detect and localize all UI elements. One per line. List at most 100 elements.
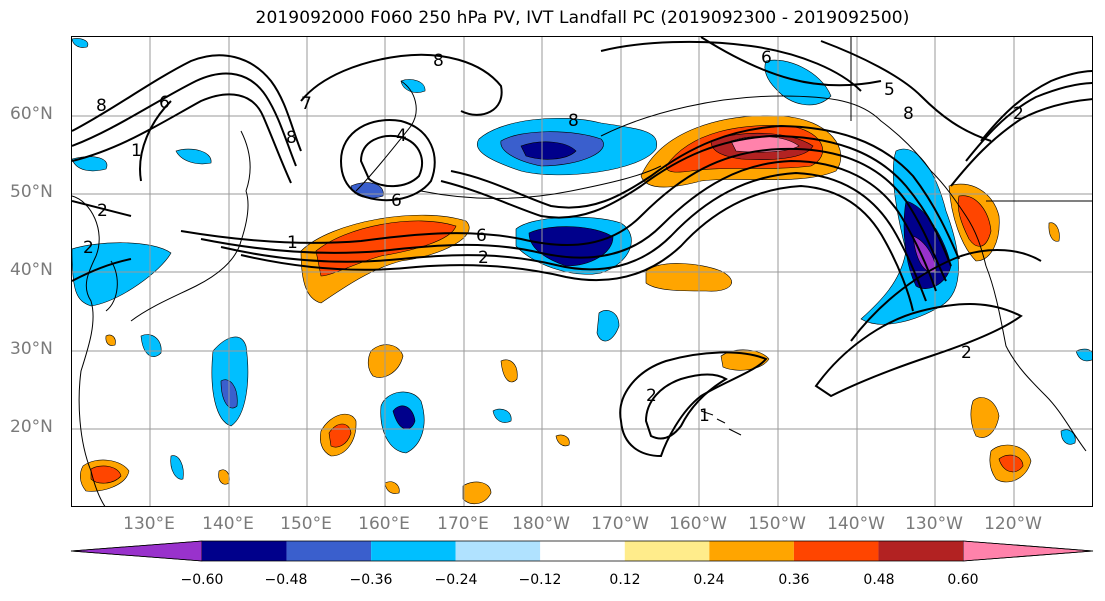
contour-label: 4 xyxy=(396,126,407,146)
hawaii xyxy=(700,410,742,436)
lon-label-150e: 150°E xyxy=(280,514,332,534)
contour-jet-1 xyxy=(180,147,947,282)
contour-jet-6 xyxy=(450,124,960,260)
colorbar-segment xyxy=(709,541,794,561)
map-canvas: 8 6 1 8 7 8 4 6 8 6 5 8 2 1 6 2 2 2 2 1 … xyxy=(72,37,1092,506)
colorbar-tick: 0.36 xyxy=(778,572,810,588)
colorbar-tick: −0.12 xyxy=(518,572,562,588)
colorbar-tick: 0.24 xyxy=(693,572,725,588)
contour-low-kamchatka xyxy=(339,119,436,202)
contour-label: 2 xyxy=(1013,104,1024,124)
contour-label: 7 xyxy=(301,94,312,114)
colorbar-tick: −0.24 xyxy=(434,572,478,588)
coast-korea xyxy=(105,260,118,312)
shade-negative-gulf-deep xyxy=(912,235,937,273)
contour-label: 2 xyxy=(83,238,94,258)
shade-positive-small-7 xyxy=(105,334,116,346)
contour-label: 1 xyxy=(699,406,710,426)
colorbar-tick: −0.36 xyxy=(349,572,393,588)
coast-sakhalin xyxy=(240,130,251,192)
contour-label: 8 xyxy=(903,104,914,124)
lon-label-160w: 160°W xyxy=(669,514,727,534)
contour-label: 8 xyxy=(433,51,444,71)
shade-positive-small-5 xyxy=(1048,222,1060,242)
gridlines xyxy=(72,37,1092,506)
contour-label: 6 xyxy=(476,226,487,246)
contour-north-3 xyxy=(700,37,882,87)
lon-label-130w: 130°W xyxy=(905,514,963,534)
colorbar-segment xyxy=(202,541,287,561)
shade-negative-alaska-deep xyxy=(520,141,577,160)
lon-label-160e: 160°E xyxy=(358,514,410,534)
shade-negative-top-left xyxy=(72,38,89,48)
shade-positive-subtrop-2-core xyxy=(328,423,352,448)
lat-label-50n: 50°N xyxy=(10,182,53,202)
contour-jet-4 xyxy=(240,184,914,312)
shade-negative-nw xyxy=(175,148,212,165)
contour-label: 2 xyxy=(97,201,108,221)
lat-label-30n: 30°N xyxy=(10,339,53,359)
contour-east-low-2 xyxy=(850,248,1042,342)
lon-label-170e: 170°E xyxy=(437,514,489,534)
shade-positive-central xyxy=(645,263,732,292)
lat-label-60n: 60°N xyxy=(10,104,53,124)
shade-positive-hawaii-ne xyxy=(720,349,770,371)
contour-label: 5 xyxy=(884,80,895,100)
contour-jet-2 xyxy=(200,159,937,292)
coast-us-west xyxy=(985,265,1087,452)
coast-asia xyxy=(72,195,106,506)
colorbar-outline xyxy=(70,540,1094,562)
coast-bc xyxy=(930,170,987,267)
contour-label: 6 xyxy=(159,93,170,113)
contour-east-ridge-2 xyxy=(965,82,1092,162)
shade-positive-small-2 xyxy=(462,481,492,505)
coast-alaska xyxy=(600,95,932,172)
lon-label-150w: 150°W xyxy=(748,514,806,534)
colorbar-segment xyxy=(793,541,879,561)
contour-east-low xyxy=(814,303,1023,398)
shade-negative-small-5 xyxy=(492,408,512,423)
shade-positive-sw-us-core xyxy=(998,454,1024,473)
lat-label-40n: 40°N xyxy=(10,260,53,280)
coast-japan xyxy=(130,190,249,322)
colorbar-segment xyxy=(624,541,710,561)
shade-positive-south-west-core xyxy=(90,465,122,484)
shade-positive-small-4 xyxy=(555,434,570,447)
contour-sub-high-2 xyxy=(644,373,728,440)
contour-sub-high xyxy=(619,351,768,458)
shade-negative-central-core xyxy=(528,226,614,267)
map-title: 2019092000 F060 250 hPa PV, IVT Landfall… xyxy=(255,8,910,28)
contour-label: 2 xyxy=(478,248,489,268)
contour-asia-2 xyxy=(72,200,132,217)
shade-positive-small-6 xyxy=(384,481,400,494)
shade-negative-small-4 xyxy=(1060,429,1076,445)
colorbar-segment xyxy=(455,541,541,561)
colorbar-tick: 0.60 xyxy=(947,572,979,588)
coast-aleutians xyxy=(420,165,662,199)
contour-east-ridge xyxy=(980,70,1092,142)
contour-jet-5 xyxy=(440,134,952,267)
contour-jet-3 xyxy=(220,171,927,302)
contour-asia-trough xyxy=(139,100,172,182)
lon-label-170w: 170°W xyxy=(591,514,649,534)
shade-negative-small-3 xyxy=(170,455,184,480)
contours xyxy=(72,37,1092,458)
shade-positive-small-1 xyxy=(500,359,518,383)
shade-positive-sw-us xyxy=(970,397,1000,438)
contour-north-1 xyxy=(300,53,503,116)
colorbar-tick: 0.48 xyxy=(863,572,895,588)
shade-negative-small-1 xyxy=(596,310,620,342)
lon-label-120w: 120°W xyxy=(984,514,1042,534)
contour-ridge-west-2 xyxy=(72,72,297,167)
contour-low-kamchatka-2 xyxy=(359,135,423,188)
map-panel: 8 6 1 8 7 8 4 6 8 6 5 8 2 1 6 2 2 2 2 1 … xyxy=(71,36,1093,507)
colorbar-tick: 0.12 xyxy=(609,572,641,588)
colorbar-segment xyxy=(878,541,963,561)
lat-label-20n: 20°N xyxy=(10,417,53,437)
contour-labels: 8 6 1 8 7 8 4 6 8 6 5 8 2 1 6 2 2 2 2 1 … xyxy=(83,48,1024,426)
contour-ridge-west-3 xyxy=(72,93,292,184)
contour-nw-5 xyxy=(820,40,992,142)
colorbar-tick: −0.48 xyxy=(264,572,308,588)
colorbar-extend-low xyxy=(70,540,203,562)
